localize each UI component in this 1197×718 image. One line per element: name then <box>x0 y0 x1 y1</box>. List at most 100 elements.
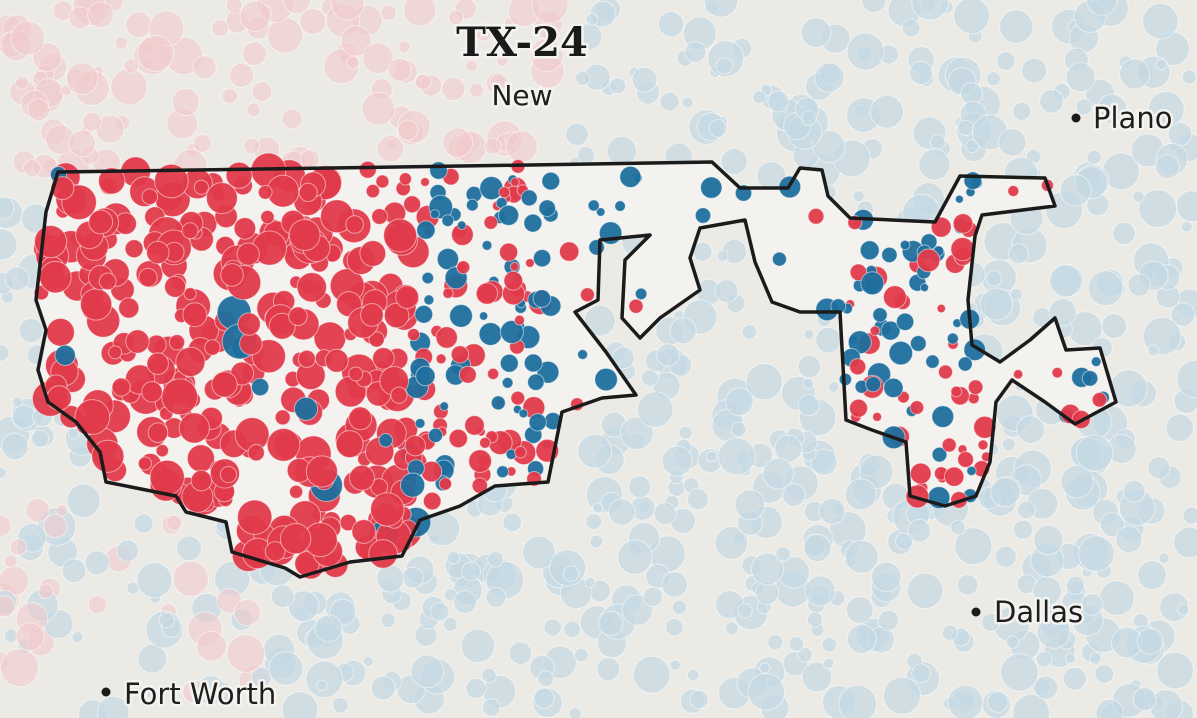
precinct-dot <box>204 339 221 356</box>
precinct-dot <box>34 225 68 259</box>
precinct-dot <box>456 260 471 275</box>
precinct-dot <box>146 334 167 355</box>
precinct-dot <box>358 160 377 179</box>
precinct-dot <box>65 62 99 95</box>
precinct-dot <box>1075 434 1114 473</box>
city-label: Dallas <box>994 595 1083 629</box>
precinct-dot <box>422 491 442 511</box>
precinct-dot <box>986 71 1001 87</box>
precinct-dot <box>288 219 321 251</box>
precinct-dot <box>532 289 552 308</box>
precinct-dot <box>946 332 959 345</box>
precinct-dot <box>678 425 693 440</box>
precinct-dot <box>23 159 41 178</box>
precinct-dot <box>859 454 894 489</box>
precinct-dot <box>954 527 993 566</box>
precinct-dot <box>1048 264 1083 298</box>
precinct-dot <box>1060 464 1094 499</box>
precinct-dot <box>804 575 836 607</box>
precinct-dot <box>1137 560 1167 590</box>
precinct-dot <box>501 376 514 389</box>
precinct-dot <box>872 411 883 422</box>
precinct-dot <box>398 40 411 54</box>
precinct-dot <box>362 655 374 667</box>
precinct-dot <box>403 0 437 27</box>
precinct-dot <box>631 66 658 93</box>
precinct-dot <box>1086 149 1102 166</box>
precinct-dot <box>168 334 186 351</box>
precinct-dot <box>351 519 377 544</box>
precinct-dot <box>288 306 308 327</box>
precinct-dot <box>977 439 989 451</box>
precinct-dot <box>136 562 173 599</box>
precinct-dot <box>807 207 825 225</box>
precinct-dot <box>720 147 748 176</box>
precinct-dot <box>435 326 458 349</box>
precinct-dot <box>182 302 208 328</box>
precinct-dot <box>838 684 878 718</box>
precinct-dot <box>979 287 1014 321</box>
precinct-dot <box>0 648 40 688</box>
precinct-dot <box>136 685 149 698</box>
precinct-dot <box>869 94 904 129</box>
precinct-dot <box>938 364 953 380</box>
precinct-dot <box>797 646 813 663</box>
precinct-dot <box>346 55 360 70</box>
precinct-dot <box>1001 437 1017 452</box>
precinct-dot <box>400 472 426 498</box>
precinct-dot <box>54 344 76 366</box>
precinct-dot <box>420 460 443 483</box>
precinct-dot <box>532 249 552 268</box>
precinct-dot <box>149 459 185 496</box>
precinct-dot <box>375 174 390 189</box>
precinct-dot <box>957 451 974 468</box>
precinct-dot <box>717 437 756 476</box>
precinct-dot <box>98 167 126 195</box>
precinct-dot <box>880 320 901 341</box>
precinct-dot <box>84 550 110 576</box>
precinct-dot <box>661 445 693 477</box>
precinct-dot <box>1142 2 1179 40</box>
precinct-dot <box>468 82 485 98</box>
precinct-dot <box>365 183 381 199</box>
precinct-dot <box>661 571 688 598</box>
precinct-dot <box>496 54 509 68</box>
precinct-dot <box>802 377 815 390</box>
precinct-dot <box>1008 243 1029 265</box>
precinct-dot <box>1182 506 1197 525</box>
precinct-dot <box>538 199 557 217</box>
precinct-dot <box>502 512 523 533</box>
precinct-dot <box>298 182 318 202</box>
precinct-dot <box>239 331 263 356</box>
precinct-dot <box>669 317 697 345</box>
precinct-dot <box>88 209 114 235</box>
precinct-dot <box>909 335 927 352</box>
precinct-dot <box>226 634 266 673</box>
precinct-dot <box>236 242 260 266</box>
precinct-dot <box>1089 652 1102 665</box>
precinct-dot <box>1017 500 1036 520</box>
precinct-dot <box>950 237 975 262</box>
precinct-dot <box>1012 693 1050 718</box>
precinct-dot <box>1170 302 1196 327</box>
precinct-dot <box>116 539 139 563</box>
precinct-dot <box>484 137 502 155</box>
precinct-dot <box>448 9 464 26</box>
precinct-dot <box>61 558 87 584</box>
precinct-dot <box>619 416 654 451</box>
precinct-dot <box>345 215 364 234</box>
precinct-dot <box>1007 185 1020 197</box>
precinct-dot <box>270 584 295 609</box>
precinct-dot <box>390 386 408 404</box>
precinct-dot <box>814 62 845 93</box>
precinct-dot <box>849 358 867 376</box>
precinct-dot <box>1081 370 1099 387</box>
precinct-dot <box>219 466 237 484</box>
precinct-dot <box>762 457 795 490</box>
precinct-dot <box>361 91 396 126</box>
precinct-dot <box>499 320 524 344</box>
precinct-dot <box>752 90 767 105</box>
precinct-dot <box>39 260 72 294</box>
precinct-dot <box>1033 675 1059 700</box>
precinct-dot <box>268 651 304 686</box>
